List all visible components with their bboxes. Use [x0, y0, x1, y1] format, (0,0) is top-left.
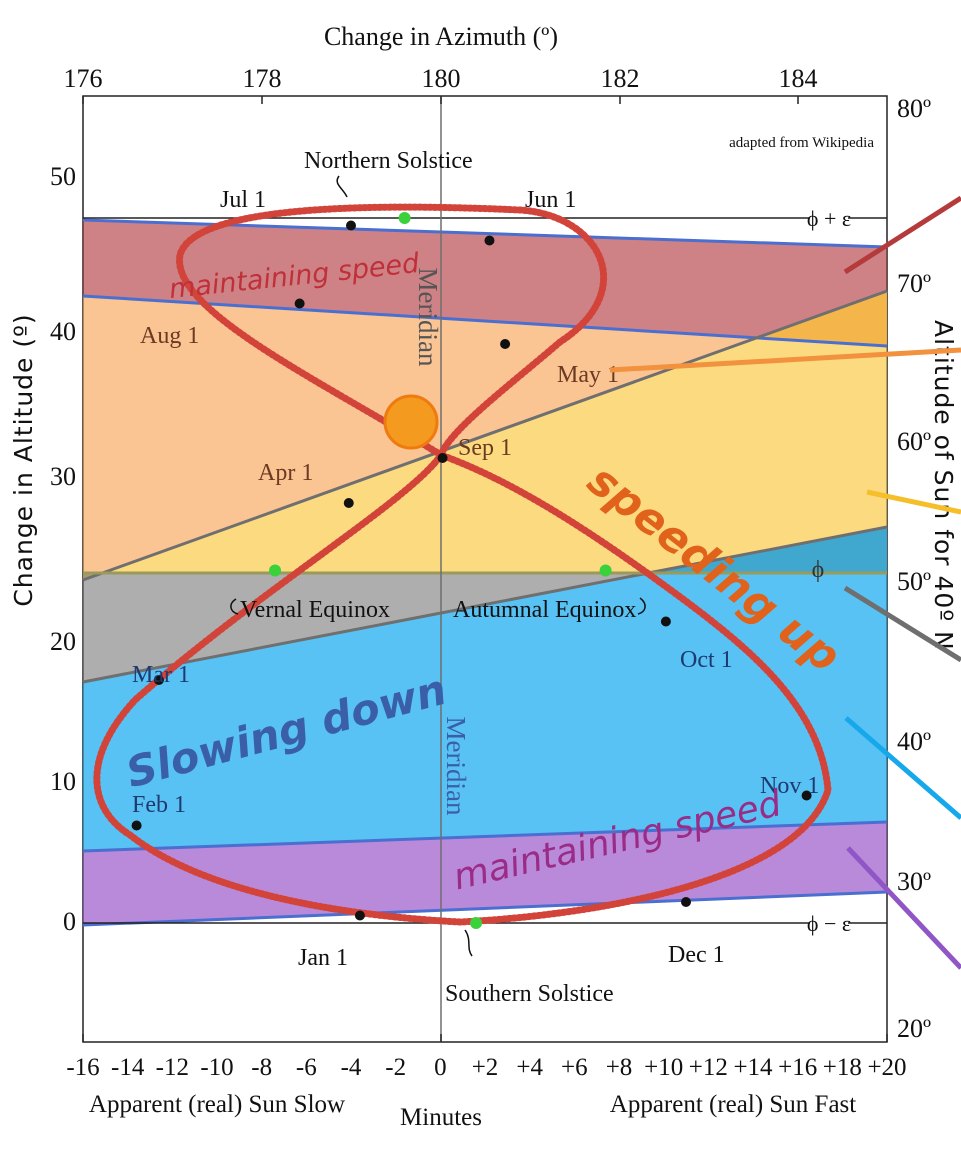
- bottom-tick-label: +2: [472, 1054, 499, 1081]
- month-label-mar: Mar 1: [132, 662, 190, 688]
- band-borders-gray: [82, 289, 888, 684]
- band-blue: [83, 527, 887, 851]
- left-tick-label: 0: [63, 907, 76, 936]
- callout-lines: [609, 195, 961, 970]
- month-dot: [500, 339, 511, 349]
- left-tick-label: 40: [50, 317, 76, 346]
- month-dot: [437, 453, 448, 463]
- month-label-aug: Aug 1: [140, 323, 199, 349]
- bottom-tick-label: +20: [867, 1054, 906, 1081]
- month-label-feb: Feb 1: [132, 792, 186, 818]
- sun-marker: [383, 394, 439, 450]
- left-tick-label: 50: [50, 162, 76, 191]
- right-axis-tick-labels: 20º 30º 40º 50º 60º 70º 80º: [897, 94, 931, 1043]
- right-tick-label: 60º: [897, 427, 931, 456]
- event-label-autumnal-equinox: Autumnal Equinox: [453, 597, 636, 623]
- right-tick-label: 70º: [897, 269, 931, 298]
- month-dot: [354, 910, 365, 921]
- ref-label-phi-minus-eps: ϕ − ε: [807, 911, 851, 936]
- bottom-axis-ticks: [82, 1034, 888, 1042]
- month-dots: [131, 220, 812, 921]
- ref-label-phi: ϕ: [812, 557, 825, 583]
- month-label-jul: Jul 1: [220, 187, 266, 213]
- bottom-tick-label: -8: [251, 1054, 272, 1081]
- bottom-tick-label: +14: [733, 1054, 773, 1081]
- month-label-jan: Jan 1: [298, 945, 348, 971]
- top-tick-label: 180: [422, 64, 461, 93]
- left-tick-label: 30: [50, 462, 76, 491]
- left-tick-label: 20: [50, 627, 76, 656]
- month-dot: [801, 790, 812, 801]
- top-axis-ticks: [82, 96, 799, 104]
- bottom-tick-label: +18: [823, 1054, 862, 1081]
- event-labels: Northern Solstice Vernal Equinox Autumna…: [240, 148, 636, 1007]
- month-dot: [346, 220, 356, 231]
- month-dot: [660, 616, 671, 627]
- month-label-apr: Apr 1: [258, 460, 313, 486]
- bottom-tick-label: -16: [66, 1054, 99, 1081]
- credit-label: adapted from Wikipedia: [729, 135, 874, 151]
- event-dot: [398, 212, 411, 224]
- top-tick-label: 176: [64, 64, 103, 93]
- left-axis-tick-labels: 0 10 20 30 40 50: [50, 162, 76, 936]
- bottom-tick-label: +16: [778, 1054, 817, 1081]
- event-dot: [269, 564, 282, 577]
- event-label-vernal-equinox: Vernal Equinox: [240, 597, 390, 623]
- bottom-left-caption: Apparent (real) Sun Slow: [89, 1091, 345, 1118]
- bottom-tick-label: 0: [434, 1054, 447, 1081]
- meridian-label-lower: Meridian: [441, 717, 471, 816]
- right-tick-label: 80º: [897, 94, 931, 123]
- month-dot: [153, 675, 164, 685]
- month-dot: [484, 235, 495, 246]
- bottom-tick-label: +6: [561, 1054, 588, 1081]
- bottom-tick-label: -4: [341, 1054, 362, 1081]
- meridian-label-upper: Meridian: [413, 268, 443, 367]
- left-axis-label: Change in Altitude (º): [9, 313, 38, 606]
- top-tick-label: 184: [779, 64, 818, 93]
- top-tick-label: 182: [601, 64, 640, 93]
- analemma-curve: [93, 203, 832, 926]
- top-tick-label: 178: [243, 64, 282, 93]
- month-dot: [343, 498, 354, 508]
- top-axis-label: Change in Azimuth (º): [324, 22, 558, 51]
- month-dot: [294, 298, 305, 309]
- right-tick-label: 40º: [897, 727, 931, 756]
- bottom-axis-tick-labels: -16 -14 -12 -10 -8 -6 -4 -2 0 +2 +4 +6 +8 +10 +12 +14 +1…: [66, 1054, 906, 1081]
- month-label-may: May 1: [557, 362, 619, 388]
- ref-label-phi-plus-eps: ϕ + ε: [807, 206, 851, 231]
- bottom-tick-label: -6: [296, 1054, 317, 1081]
- bottom-tick-label: +12: [689, 1054, 728, 1081]
- month-label-sep: Sep 1: [458, 435, 512, 461]
- month-labels: Jul 1 Jun 1 Aug 1 May 1 Apr 1 Sep 1 Oct …: [132, 187, 819, 971]
- bottom-tick-label: +4: [516, 1054, 543, 1081]
- month-label-dec: Dec 1: [668, 942, 725, 968]
- bottom-tick-label: +8: [606, 1054, 633, 1081]
- bottom-tick-label: +10: [644, 1054, 683, 1081]
- right-axis-label: Altitude of Sun for 40º N: [929, 320, 958, 651]
- bottom-right-caption: Apparent (real) Sun Fast: [610, 1091, 857, 1118]
- month-label-nov: Nov 1: [760, 773, 819, 799]
- month-dot: [681, 897, 691, 907]
- month-dot: [131, 820, 142, 831]
- month-label-jun: Jun 1: [525, 187, 576, 213]
- event-dots: [269, 212, 612, 929]
- bottom-tick-label: -12: [156, 1054, 189, 1081]
- top-axis-tick-labels: 176 178 180 182 184: [64, 64, 818, 93]
- bottom-tick-label: -10: [200, 1054, 233, 1081]
- left-tick-label: 10: [50, 767, 76, 796]
- event-label-northern-solstice: Northern Solstice: [304, 148, 473, 174]
- right-tick-label: 30º: [897, 867, 931, 896]
- event-dot: [599, 564, 612, 577]
- event-pointers: [230, 175, 646, 957]
- event-dot: [470, 917, 483, 929]
- right-tick-label: 50º: [897, 567, 931, 596]
- month-label-oct: Oct 1: [680, 647, 733, 673]
- right-tick-label: 20º: [897, 1014, 931, 1043]
- event-label-southern-solstice: Southern Solstice: [445, 981, 614, 1007]
- bottom-axis-label: Minutes: [400, 1104, 482, 1131]
- band-red: [83, 220, 887, 346]
- bottom-tick-label: -14: [111, 1054, 145, 1081]
- bottom-tick-label: -2: [385, 1054, 406, 1081]
